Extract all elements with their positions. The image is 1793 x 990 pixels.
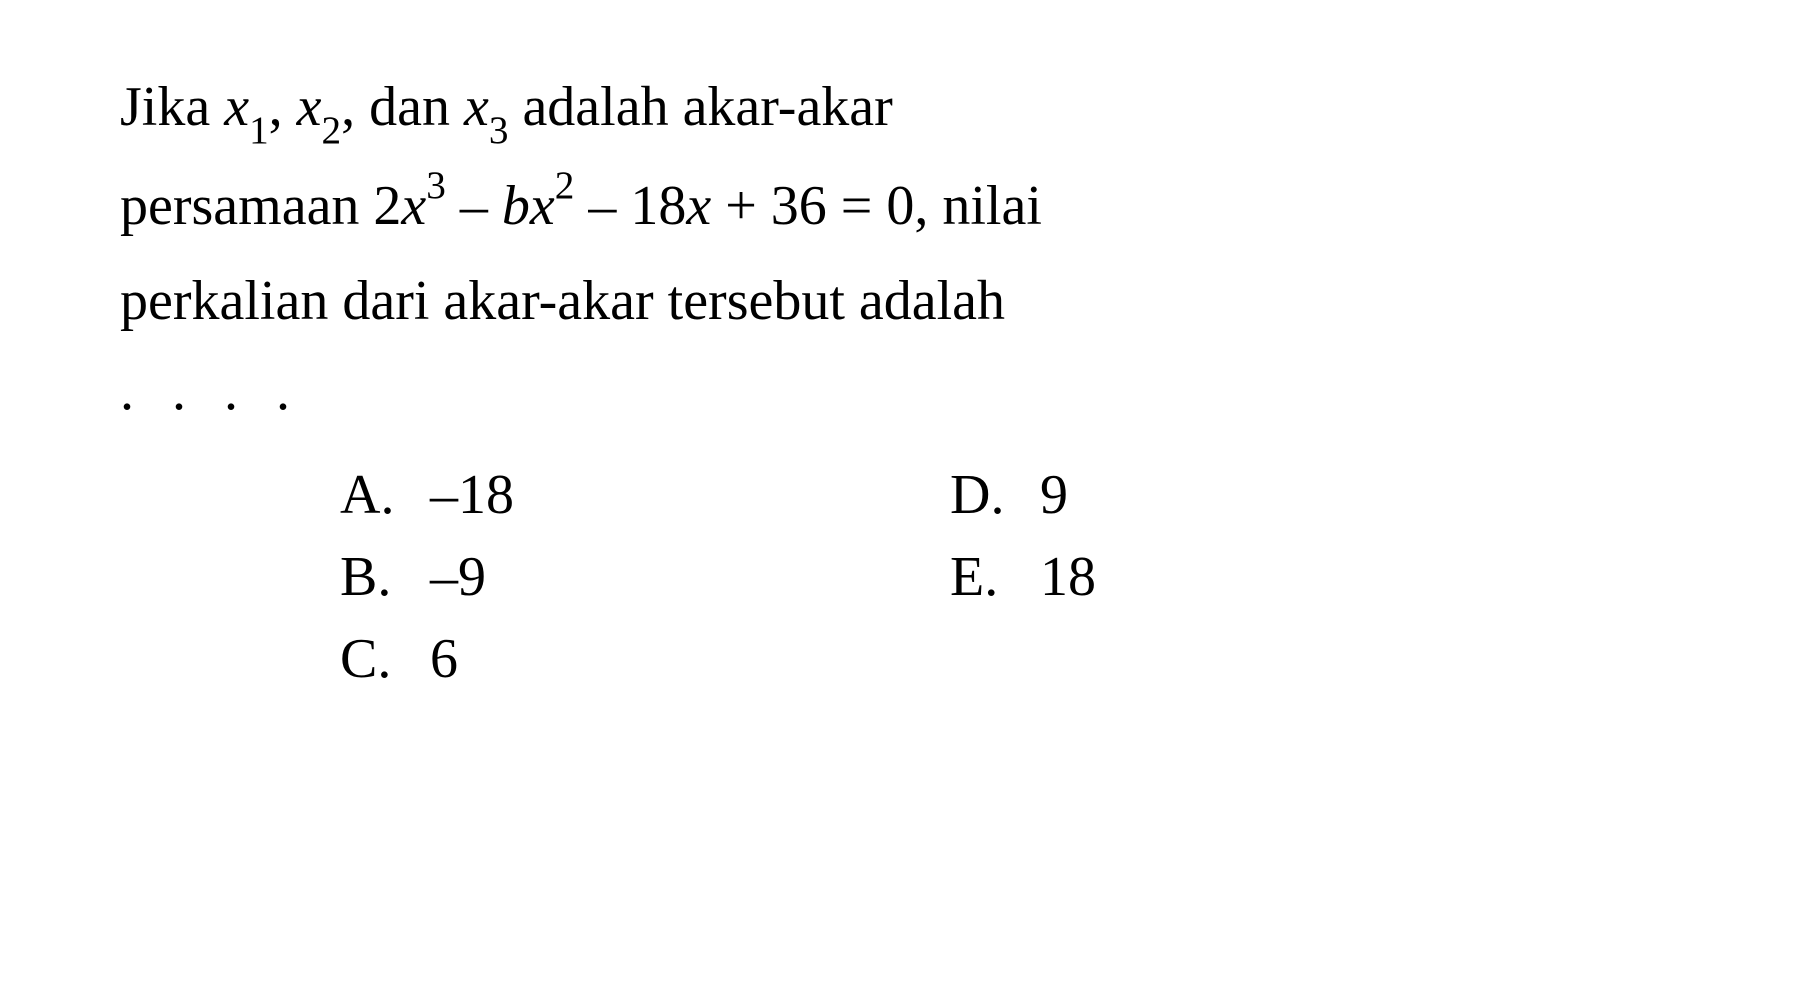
option-d: D. 9 <box>950 463 1140 527</box>
superscript-3: 3 <box>426 164 446 207</box>
option-letter: E. <box>950 545 1040 609</box>
text-segment: , <box>269 76 297 138</box>
option-value: 6 <box>430 627 530 691</box>
equation-x: x <box>401 175 426 237</box>
option-value: –9 <box>430 545 530 609</box>
option-value: 9 <box>1040 463 1140 527</box>
subscript-1: 1 <box>249 109 269 152</box>
variable-x1: x <box>224 76 249 138</box>
text-segment: Jika <box>120 76 224 138</box>
option-letter: B. <box>340 545 430 609</box>
option-a: A. –18 <box>340 463 530 527</box>
options-column-right: D. 9 E. 18 <box>950 463 1140 691</box>
text-segment: , dan <box>341 76 464 138</box>
text-segment: – 18 <box>574 175 686 237</box>
options-container: A. –18 B. –9 C. 6 D. 9 E. 18 <box>120 463 1673 691</box>
option-value: 18 <box>1040 545 1140 609</box>
question-container: Jika x1, x2, dan x3 adalah akar-akar per… <box>120 60 1673 691</box>
text-segment: persamaan 2 <box>120 175 401 237</box>
option-e: E. 18 <box>950 545 1140 609</box>
option-letter: C. <box>340 627 430 691</box>
superscript-2: 2 <box>555 164 575 207</box>
option-b: B. –9 <box>340 545 530 609</box>
ellipsis-dots: . . . . <box>120 359 1673 423</box>
text-segment: perkalian dari akar-akar tersebut adalah <box>120 270 1005 332</box>
variable-x2: x <box>297 76 322 138</box>
option-letter: A. <box>340 463 430 527</box>
text-segment: adalah akar-akar <box>508 76 892 138</box>
text-segment: + 36 = 0, nilai <box>711 175 1042 237</box>
equation-x: x <box>686 175 711 237</box>
option-c: C. 6 <box>340 627 530 691</box>
subscript-3: 3 <box>489 109 509 152</box>
equation-x: x <box>530 175 555 237</box>
options-column-left: A. –18 B. –9 C. 6 <box>340 463 530 691</box>
variable-x3: x <box>464 76 489 138</box>
question-text: Jika x1, x2, dan x3 adalah akar-akar per… <box>120 60 1673 349</box>
option-letter: D. <box>950 463 1040 527</box>
subscript-2: 2 <box>322 109 342 152</box>
text-segment: – <box>446 175 502 237</box>
option-value: –18 <box>430 463 530 527</box>
equation-b: b <box>502 175 530 237</box>
